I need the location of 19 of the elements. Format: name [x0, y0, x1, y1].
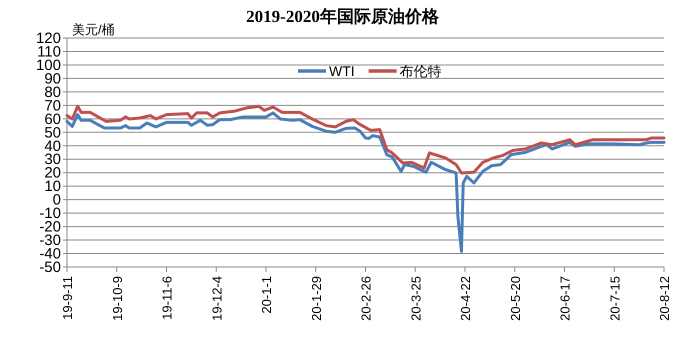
x-tick-label: 19-9-11 [60, 276, 75, 320]
x-tick-label: 20-8-12 [657, 276, 672, 321]
x-tick-label: 20-3-25 [408, 276, 424, 321]
x-tick-label: 19-10-9 [110, 276, 125, 321]
x-tick-label: 20-6-17 [558, 276, 572, 321]
x-tick-label: 19-11-6 [160, 276, 174, 320]
chart-title: 2019-2020年国际原油价格 [246, 7, 440, 26]
x-tick-label: 20-2-26 [358, 276, 374, 321]
line-series [66, 111, 666, 253]
y-axis-title: 美元/桶 [72, 22, 115, 37]
x-tick-label: 19-12-4 [209, 276, 224, 321]
x-tick-label: 20-5-20 [508, 276, 523, 321]
x-tick-label: 20-7-15 [607, 276, 622, 321]
legend-label: WTI [329, 63, 355, 79]
line-series [66, 104, 666, 174]
x-tick-label: 20-4-22 [458, 276, 473, 321]
x-tick-label: 20-1-29 [308, 276, 324, 321]
legend-label: 布伦特 [400, 63, 442, 79]
x-tick-label: 20-1-1 [259, 276, 274, 314]
